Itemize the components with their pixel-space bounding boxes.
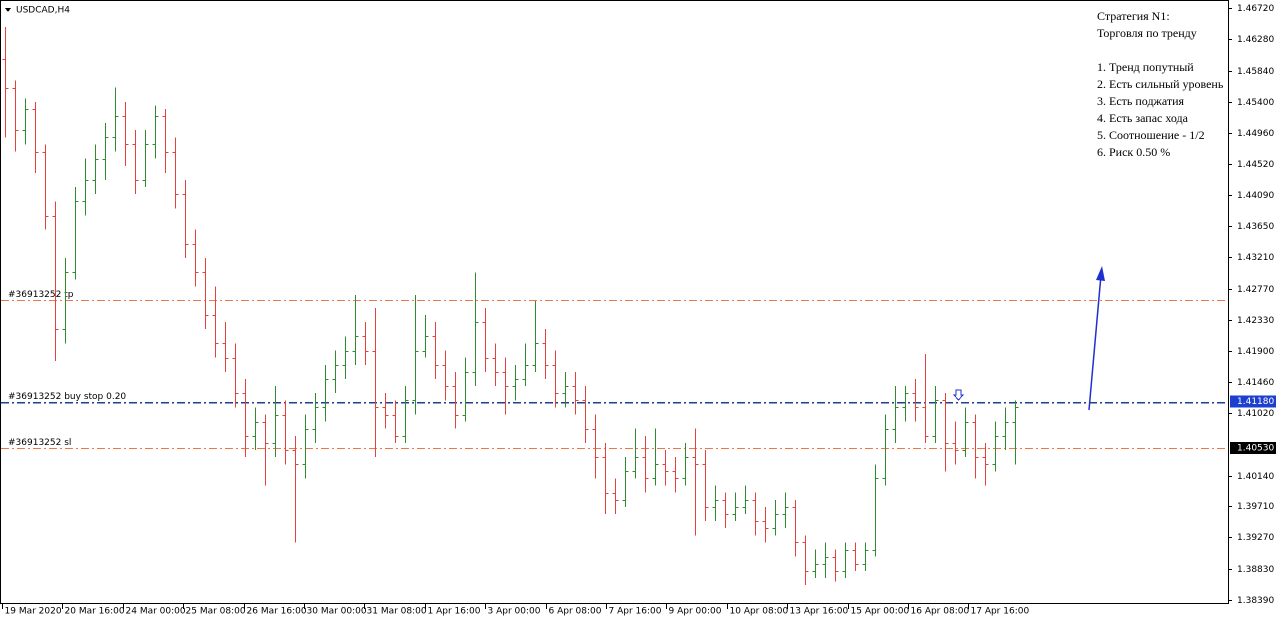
annotation-line: Стратегия N1: — [1097, 9, 1170, 23]
x-tick-label: 30 Mar 00:00 — [307, 607, 367, 617]
price-tag — [1230, 395, 1276, 408]
y-tick-label: 1.38390 — [1237, 596, 1274, 606]
x-tick-label: 31 Mar 08:00 — [367, 607, 427, 617]
y-tick-label: 1.46280 — [1237, 35, 1274, 45]
y-tick-label: 1.44960 — [1237, 129, 1274, 139]
y-tick-label: 1.41460 — [1237, 378, 1274, 388]
x-tick-label: 3 Apr 00:00 — [488, 607, 541, 617]
y-tick-label: 1.39270 — [1237, 533, 1274, 543]
y-tick-label: 1.46720 — [1237, 4, 1274, 14]
annotation-line: 4. Есть запас хода — [1097, 111, 1189, 125]
y-tick-label: 1.42330 — [1237, 316, 1274, 326]
x-tick-label: 9 Apr 00:00 — [669, 607, 722, 617]
annotation-line: Торговля по тренду — [1097, 26, 1197, 40]
x-tick-label: 19 Mar 2020 — [5, 607, 62, 617]
x-tick-label: 1 Apr 16:00 — [428, 607, 481, 617]
order-label: #36913252 tp — [8, 290, 74, 300]
y-tick-label: 1.41020 — [1237, 409, 1274, 419]
y-tick-label: 1.41900 — [1237, 347, 1274, 357]
price-tag-label: 1.41180 — [1237, 397, 1274, 407]
x-tick-label: 25 Mar 08:00 — [186, 607, 246, 617]
x-tick-label: 7 Apr 16:00 — [609, 607, 662, 617]
order-label: #36913252 buy stop 0.20 — [8, 392, 126, 402]
x-tick-label: 15 Apr 00:00 — [851, 607, 910, 617]
x-tick-label: 16 Apr 08:00 — [911, 607, 970, 617]
x-tick-label: 13 Apr 16:00 — [790, 607, 849, 617]
y-tick-label: 1.38830 — [1237, 565, 1274, 575]
x-tick-label: 26 Mar 16:00 — [247, 607, 307, 617]
annotation-line: 3. Есть поджатия — [1097, 94, 1185, 108]
y-tick-label: 1.40140 — [1237, 472, 1274, 482]
menu-icon — [5, 8, 11, 12]
annotation-line: 1. Тренд попутный — [1097, 60, 1194, 74]
y-tick-label: 1.39710 — [1237, 502, 1274, 512]
y-tick-label: 1.43210 — [1237, 253, 1274, 263]
chart-title: USDCAD,H4 — [16, 6, 70, 16]
buy-stop-marker — [952, 389, 965, 401]
x-tick-label: 10 Apr 08:00 — [730, 607, 789, 617]
annotation-line: 5. Соотношение - 1/2 — [1097, 128, 1205, 142]
plot-frame — [0, 0, 1229, 604]
x-tick-label: 24 Mar 00:00 — [126, 607, 186, 617]
annotation-line: 2. Есть сильный уровень — [1097, 77, 1224, 91]
price-tag-label: 1.40530 — [1237, 443, 1274, 453]
y-tick-label: 1.45400 — [1237, 98, 1274, 108]
x-tick-label: 17 Apr 16:00 — [971, 607, 1030, 617]
price-tag — [1230, 441, 1276, 454]
y-tick-label: 1.45840 — [1237, 67, 1274, 77]
x-tick-label: 20 Mar 16:00 — [65, 607, 125, 617]
annotation-line: 6. Риск 0.50 % — [1097, 145, 1170, 159]
order-label: #36913252 sl — [8, 438, 71, 448]
arrow-head — [1096, 266, 1105, 281]
x-tick-label: 6 Apr 08:00 — [549, 607, 602, 617]
y-tick-label: 1.44090 — [1237, 191, 1274, 201]
y-tick-label: 1.44520 — [1237, 160, 1274, 170]
y-tick-label: 1.43650 — [1237, 222, 1274, 232]
arrow — [1088, 274, 1102, 411]
y-tick-label: 1.42770 — [1237, 285, 1274, 295]
